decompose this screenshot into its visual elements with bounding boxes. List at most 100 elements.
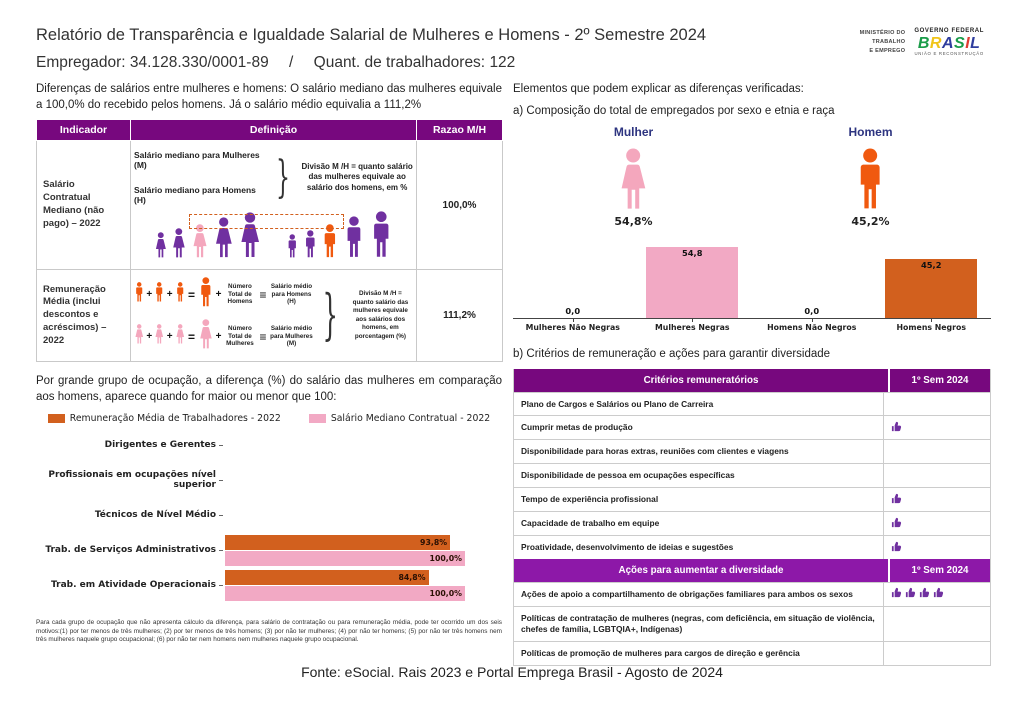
- table-row: Políticas de contratação de mulheres (ne…: [514, 605, 990, 641]
- chart-column: 0,0: [752, 240, 872, 318]
- brand-letter: S: [954, 34, 966, 52]
- men-group: [286, 211, 393, 263]
- pictogram-person: [175, 282, 185, 307]
- ministry-line: E EMPREGO: [869, 47, 906, 54]
- table-row: Tempo de experiência profissional: [514, 487, 990, 512]
- legend-item-remuneracao: Remuneração Média de Trabalhadores - 202…: [47, 413, 281, 424]
- criterion-check: [891, 539, 902, 557]
- bar-value-label: 54,8: [682, 247, 703, 258]
- diversity-actions-header: Ações para aumentar a diversidade 1º Sem …: [514, 559, 990, 582]
- female-person-icon: [200, 319, 212, 349]
- equivalence-sign: ≡: [259, 329, 267, 344]
- brand-letter: R: [929, 34, 942, 52]
- thumbs-up-icon: [891, 493, 902, 503]
- plus-sign: +: [166, 331, 173, 343]
- criterion-status-cell: [884, 393, 990, 416]
- criterion-label: Políticas de promoção de mulheres para c…: [514, 641, 884, 665]
- elements-title: Elementos que podem explicar as diferenç…: [513, 83, 804, 95]
- pictogram-person: [343, 216, 365, 263]
- male-person-icon: [324, 224, 336, 258]
- female-percentage: 54,8%: [614, 215, 653, 229]
- category-label: Técnicos de Nível Médio: [94, 509, 216, 520]
- workers-value: 122: [489, 54, 516, 71]
- criteria-header-label: Critérios remuneratórios: [514, 368, 890, 392]
- plus-sign: +: [146, 331, 153, 343]
- section-a-title: a) Composição do total de empregados por…: [513, 104, 835, 117]
- male-person-icon: [373, 211, 389, 257]
- bar-value-label: 84,8%: [398, 573, 426, 583]
- chart-column: 54,8: [633, 240, 753, 319]
- criterion-check: [891, 585, 902, 603]
- criterion-label: Disponibilidade de pessoa em ocupações e…: [514, 464, 884, 488]
- criterion-status-cell: [884, 583, 990, 606]
- brand-letter: L: [970, 34, 981, 52]
- criterion-status-cell: [884, 607, 990, 641]
- average-salary-label: Salário médio para Mulheres (M): [270, 325, 313, 348]
- occupation-paragraph: Por grande grupo de ocupação, a diferenç…: [36, 375, 502, 403]
- category-label: Trab. de Serviços Administrativos: [45, 544, 216, 555]
- uniao-reconstrucao-label: UNIÃO E RECONSTRUÇÃO: [914, 51, 984, 57]
- table-row: Políticas de promoção de mulheres para c…: [514, 640, 990, 665]
- brasil-wordmark: GOVERNO FEDERAL BRASIL UNIÃO E RECONSTRU…: [914, 28, 984, 57]
- criterion-check: [891, 491, 902, 509]
- women-group: [154, 212, 262, 263]
- male-person-icon: [347, 216, 361, 257]
- table-row-mediano: Salário Contratual Mediano (não pago) – …: [36, 140, 503, 271]
- semester-header-label: 1º Sem 2024: [890, 559, 990, 582]
- footnote-text: Para cada grupo de ocupação que não apre…: [36, 619, 502, 644]
- male-person-icon: [305, 230, 315, 258]
- male-icon: [854, 148, 886, 210]
- median-lines: Salário mediano para Mulheres (M) Salári…: [134, 150, 267, 205]
- median-men-line: Salário mediano para Homens (H): [134, 185, 256, 206]
- report-body: Diferenças de salários entre mulheres e …: [0, 78, 1024, 666]
- criterion-label: Plano de Cargos e Salários ou Plano de C…: [514, 392, 884, 416]
- criteria-header-label: Ações para aumentar a diversidade: [514, 559, 890, 582]
- criterion-label: Políticas de contratação de mulheres (ne…: [514, 606, 884, 641]
- median-note: Divisão M /H = quanto salário das mulher…: [301, 161, 413, 192]
- category-label: Trab. em Atividade Operacionais: [50, 579, 216, 590]
- criterion-check: [933, 585, 944, 603]
- chart-column: 45,2: [872, 240, 992, 319]
- plot-area: 0,0 54,8 0,0 45,2: [513, 240, 992, 319]
- category-label: Mulheres Negras: [633, 319, 753, 332]
- male-person-icon: [176, 282, 183, 302]
- chart-category-row: Trab. de Serviços Administrativos 93,8% 10…: [36, 533, 502, 568]
- female-person-icon: [135, 324, 144, 344]
- col-header-definicao: Definição: [130, 119, 417, 142]
- gender-composition: Mulher 54,8% Homem 45,2%: [513, 125, 991, 228]
- zero-value-label: 0,0: [565, 306, 581, 317]
- table-row-media: Remuneração Média (inclui descontos e ac…: [36, 269, 503, 363]
- pictogram-person: [213, 217, 234, 263]
- plus-sign: +: [215, 331, 222, 343]
- brand-letter: A: [941, 34, 955, 52]
- male-person-icon: [861, 148, 880, 209]
- male-person-icon: [201, 277, 211, 307]
- bar-segment: 84,8%: [225, 570, 429, 586]
- pictogram-person: [286, 234, 299, 263]
- criterion-check: [891, 419, 902, 437]
- average-note: Divisão M /H = quanto salário das mulher…: [352, 290, 409, 340]
- pictogram-person: [134, 282, 144, 307]
- definition-cell: + + = + Número Total de Homens ≡ Salário médio…: [130, 269, 417, 363]
- pictogram-person: [303, 230, 318, 263]
- legend-label: Salário Mediano Contratual - 2022: [330, 413, 491, 425]
- legend-swatch-orange: [47, 414, 65, 424]
- female-icon: [617, 148, 649, 210]
- axis-tick: [219, 480, 223, 482]
- report-header: Relatório de Transparência e Igualdade S…: [0, 0, 1024, 78]
- category-label: Homens Negros: [872, 319, 992, 332]
- thumbs-up-icon: [891, 517, 902, 527]
- median-definition: Salário mediano para Mulheres (M) Salári…: [132, 142, 415, 205]
- thumbs-up-icon: [933, 588, 944, 598]
- pictogram-person: [134, 324, 144, 349]
- female-average-equation: + + = + Número Total de Mulheres ≡ Salário méd…: [134, 319, 313, 354]
- bar-value-label: 100,0%: [429, 554, 462, 564]
- bar-segment: 100,0%: [225, 586, 465, 602]
- criterion-status-cell: [884, 416, 990, 439]
- source-footer: Fonte: eSocial. Rais 2023 e Portal Empre…: [301, 664, 723, 680]
- criterion-check: [905, 585, 916, 603]
- separator: /: [289, 54, 294, 71]
- bar-segment: 45,2: [885, 259, 978, 319]
- occupation-bar-chart: Dirigentes e Gerentes Profissionais em oc…: [36, 428, 502, 603]
- chart-category-row: Profissionais em ocupações nível superio…: [36, 463, 502, 498]
